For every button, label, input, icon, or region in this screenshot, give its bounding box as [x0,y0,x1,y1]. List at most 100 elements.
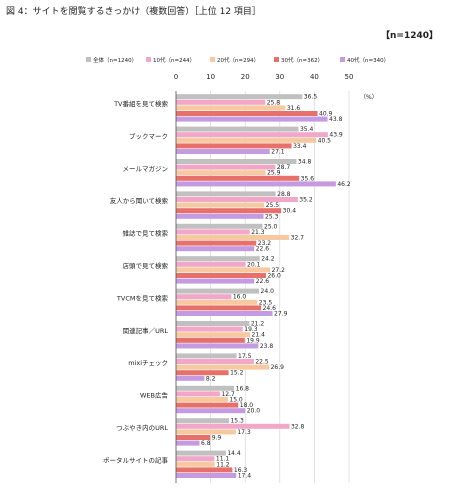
data-label: 33.4 [293,143,307,150]
bar [176,99,266,105]
bar [176,461,215,467]
bar [176,397,228,402]
data-label: 11.2 [216,461,230,468]
bar [176,370,229,376]
x-tick-label: 0 [174,73,178,81]
data-label: 25.8 [267,99,281,106]
category-label: 関連記事／URL [123,326,169,335]
data-label: 31.6 [287,105,301,112]
legend-entry: 40代（n=340） [347,56,389,64]
data-label: 19.9 [246,337,260,344]
bar [176,337,245,343]
bar [176,311,273,316]
data-label: 43.9 [329,132,343,139]
bar [176,450,226,456]
bar [176,159,297,164]
data-label: 26.0 [267,273,281,280]
data-label: 23.5 [259,299,273,306]
bar [176,246,255,252]
data-label: 22.6 [256,278,270,285]
bar [176,267,271,273]
data-label: 11.1 [216,456,230,463]
data-label: 15.3 [230,418,244,425]
bar [176,343,259,349]
data-label: 19.3 [244,326,258,333]
bar [176,261,246,267]
data-label: 9.9 [212,435,222,442]
bar [176,294,232,300]
data-label: 16.0 [233,294,247,301]
data-label: 32.8 [291,423,305,430]
bar [176,423,290,429]
data-label: 43.8 [329,116,343,123]
x-tick-label: 20 [241,73,250,81]
chart-title: 図 4：サイトを閲覧するきっかけ（複数回答）［上位 12 項目］ [6,7,261,17]
data-label: 23.2 [258,240,272,247]
bar [176,191,276,197]
data-label: 27.9 [274,311,288,318]
bar [176,143,292,149]
legend-entry: 10代（n=244） [153,56,195,64]
data-label: 15.0 [229,397,243,404]
data-label: 28.7 [277,164,291,171]
bar [176,391,220,397]
data-label: 18.0 [240,402,254,409]
bar [176,94,303,100]
x-tick-label: 50 [345,73,354,81]
data-label: 14.4 [227,450,241,457]
category-label: TV番組を見て検索 [113,99,168,108]
category-label: ブックマーク [129,131,168,140]
data-label: 23.8 [260,343,274,350]
category-label: 友人から聞いて検索 [110,196,169,205]
bar [176,149,270,154]
data-label: 40.9 [319,111,333,118]
bar [176,164,276,170]
data-label: 22.5 [255,359,269,366]
bar [176,440,200,446]
bar [176,375,205,381]
data-label: 25.0 [264,223,278,230]
bar [176,223,263,229]
bar [176,116,328,122]
data-label: 28.8 [277,191,291,198]
data-label: 22.6 [256,246,270,253]
bar [176,288,260,294]
data-label: 30.4 [283,208,297,215]
bar [176,256,260,262]
data-label: 35.4 [300,126,314,133]
data-label: 35.2 [299,197,313,204]
data-label: 16.8 [236,385,250,392]
data-label: 6.8 [201,440,211,447]
bar [176,202,265,208]
category-label: mixiチェック [128,359,168,367]
bar [176,126,299,132]
data-label: 26.9 [271,364,285,371]
data-label: 21.3 [251,229,265,236]
data-label: 36.5 [304,94,318,101]
x-tick-label: 30 [275,73,284,81]
data-label: 25.9 [267,170,281,177]
data-label: 12.7 [221,391,235,398]
bar [176,305,262,311]
category-label: つぶやき内のURL [116,423,168,432]
x-tick-label: 40 [310,73,319,81]
bar [176,240,257,246]
data-label: 32.7 [291,235,305,242]
data-label: 20.1 [247,261,261,268]
bar [176,273,266,278]
data-label: 24.0 [261,288,275,295]
data-label: 20.0 [247,408,261,415]
legend-entry: 全体（n=1240） [93,56,137,64]
bar [176,429,236,435]
data-label: 40.5 [318,137,332,144]
sample-size-label: 【n=1240】 [381,31,438,41]
bar [176,435,211,440]
bar [176,170,266,176]
bar [176,111,318,116]
bar [176,402,239,408]
data-label: 8.2 [206,375,216,382]
bar [176,132,328,138]
legend-swatch [274,57,279,62]
